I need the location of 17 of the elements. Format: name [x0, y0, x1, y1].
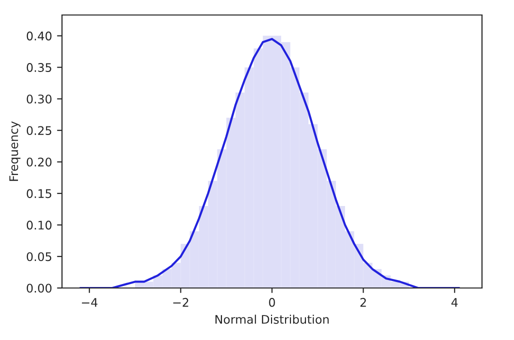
y-tick-label: 0.00	[26, 284, 52, 293]
y-tick-label: 0.20	[26, 158, 52, 167]
x-tick-label: 2	[360, 298, 366, 307]
y-tick-label: 0.10	[26, 220, 52, 230]
y-axis-title: Frequency	[9, 121, 20, 181]
line-series	[79, 38, 460, 288]
y-tick-label: 0.30	[26, 94, 52, 104]
y-tick-label: 0.15	[26, 189, 52, 198]
x-tick-label: 0	[269, 298, 275, 307]
x-tick-label: 4	[451, 298, 458, 307]
x-tick-label: −2	[173, 298, 188, 307]
y-tick-label: 0.40	[26, 32, 52, 40]
y-tick-label: 0.05	[26, 252, 52, 262]
y-tick-label: 0.25	[26, 126, 52, 136]
x-axis-title: Normal Distribution	[215, 314, 329, 324]
y-tick-label: 0.35	[26, 63, 52, 72]
x-tick-label: −4	[82, 298, 98, 307]
